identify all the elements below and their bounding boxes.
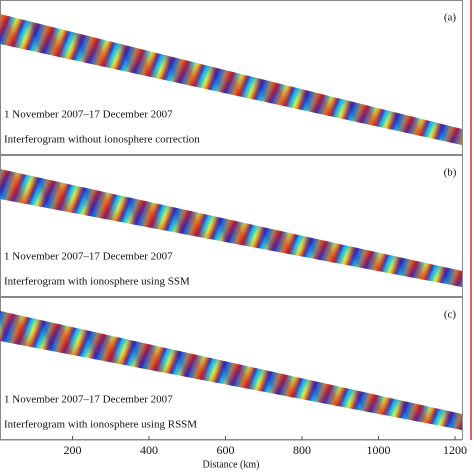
x-tick-label: 800 bbox=[293, 443, 311, 457]
panel-label: (b) bbox=[444, 167, 457, 179]
interferogram-overlay bbox=[0, 311, 462, 430]
panel-label: (a) bbox=[444, 12, 457, 24]
interferogram-overlay bbox=[0, 169, 462, 287]
panel-caption: Interferogram with ionosphere using SSM bbox=[4, 276, 190, 288]
panel-caption: Interferogram without ionosphere correct… bbox=[4, 134, 200, 146]
panel-date: 1 November 2007–17 December 2007 bbox=[4, 109, 173, 121]
x-axis-label: Distance (km) bbox=[203, 459, 260, 470]
x-tick-label: 1200 bbox=[443, 443, 467, 457]
x-tick-label: 1000 bbox=[367, 443, 391, 457]
x-tick-label: 600 bbox=[217, 443, 235, 457]
panel-label: (c) bbox=[444, 309, 457, 321]
x-tick-label: 200 bbox=[64, 443, 82, 457]
panel-date: 1 November 2007–17 December 2007 bbox=[4, 394, 173, 406]
x-tick-label: 400 bbox=[140, 443, 158, 457]
interferogram-overlay bbox=[0, 14, 462, 145]
panel-caption: Interferogram with ionosphere using RSSM bbox=[4, 419, 197, 431]
panel-date: 1 November 2007–17 December 2007 bbox=[4, 251, 173, 263]
